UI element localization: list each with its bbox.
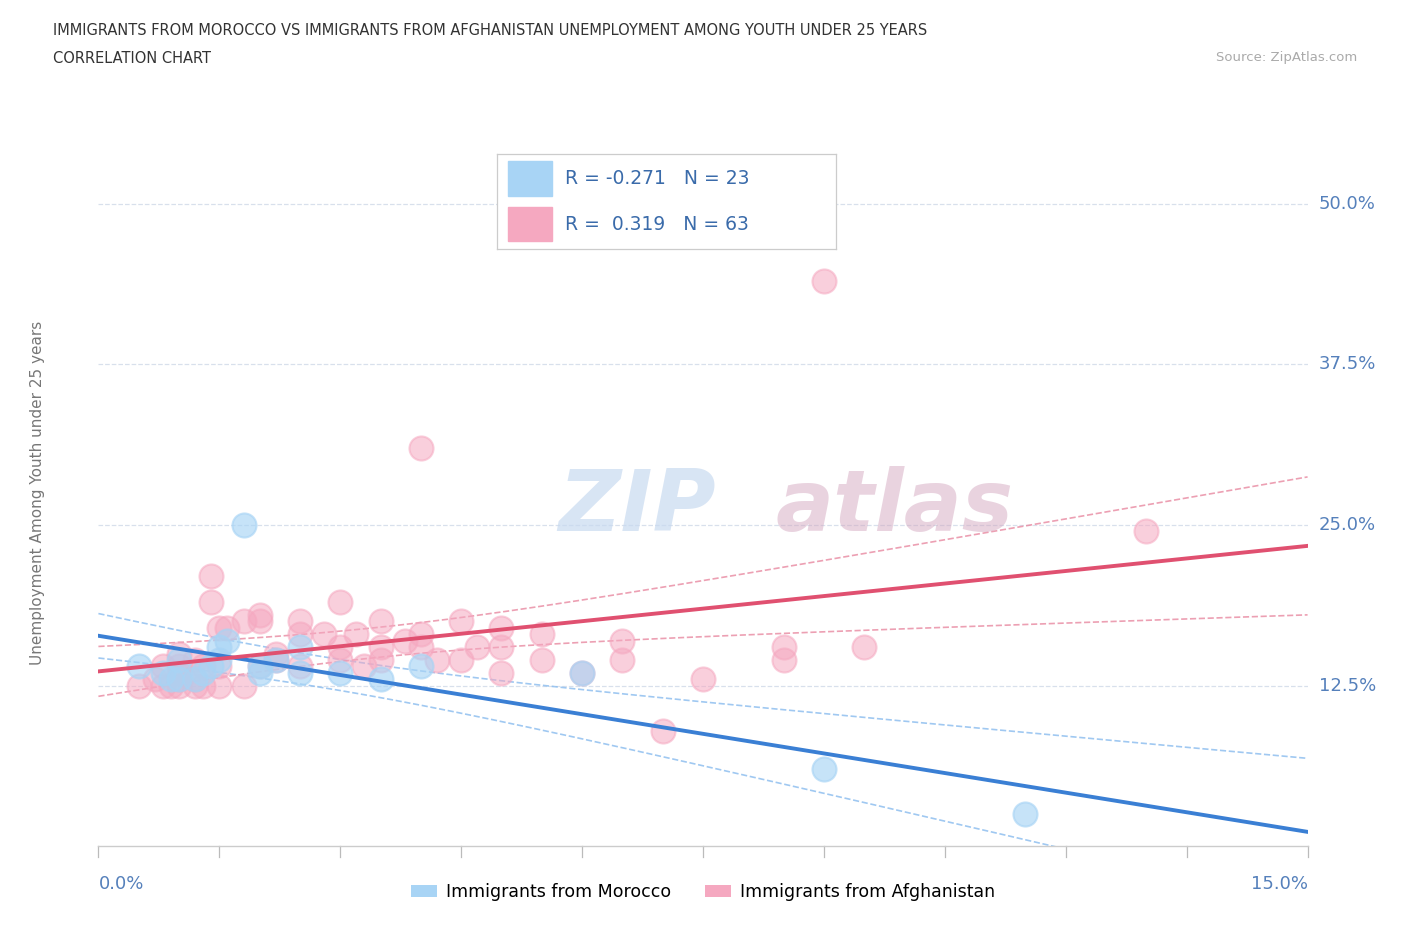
Point — [288, 659, 311, 674]
Point — [491, 665, 513, 680]
Point — [491, 640, 513, 655]
Point — [288, 627, 311, 642]
Text: IMMIGRANTS FROM MOROCCO VS IMMIGRANTS FROM AFGHANISTAN UNEMPLOYMENT AMONG YOUTH : IMMIGRANTS FROM MOROCCO VS IMMIGRANTS FR… — [53, 23, 928, 38]
Point — [612, 633, 634, 648]
Point — [409, 441, 432, 456]
Point — [208, 640, 231, 655]
Point — [288, 614, 311, 629]
Point — [353, 659, 375, 674]
Point — [1135, 524, 1157, 538]
Point — [200, 659, 222, 674]
Point — [167, 678, 190, 693]
Point — [249, 665, 271, 680]
Point — [409, 627, 432, 642]
Point — [264, 653, 287, 668]
Point — [772, 653, 794, 668]
Point — [264, 646, 287, 661]
Point — [128, 678, 150, 693]
Point — [394, 633, 416, 648]
Point — [167, 671, 190, 686]
Point — [314, 627, 336, 642]
Point — [1014, 806, 1036, 821]
Point — [370, 671, 392, 686]
Text: atlas: atlas — [776, 466, 1014, 549]
Point — [167, 646, 190, 661]
Point — [450, 653, 472, 668]
Point — [491, 620, 513, 635]
Point — [193, 665, 215, 680]
Point — [813, 762, 835, 777]
Point — [329, 665, 352, 680]
Text: ZIP: ZIP — [558, 466, 716, 549]
Text: 50.0%: 50.0% — [1319, 194, 1375, 213]
Point — [152, 659, 174, 674]
Point — [184, 653, 207, 668]
Text: Source: ZipAtlas.com: Source: ZipAtlas.com — [1216, 51, 1357, 64]
Point — [853, 640, 876, 655]
Legend: Immigrants from Morocco, Immigrants from Afghanistan: Immigrants from Morocco, Immigrants from… — [404, 876, 1002, 909]
Text: 15.0%: 15.0% — [1250, 874, 1308, 893]
Point — [571, 665, 593, 680]
Point — [217, 620, 239, 635]
Point — [426, 653, 449, 668]
Point — [200, 594, 222, 609]
Text: Unemployment Among Youth under 25 years: Unemployment Among Youth under 25 years — [31, 321, 45, 665]
Point — [571, 665, 593, 680]
Point — [184, 671, 207, 686]
Point — [184, 678, 207, 693]
Point — [143, 671, 166, 686]
Point — [160, 671, 183, 686]
Point — [249, 659, 271, 674]
Point — [409, 659, 432, 674]
Point — [329, 594, 352, 609]
Point — [208, 678, 231, 693]
Point — [193, 678, 215, 693]
Point — [208, 620, 231, 635]
Point — [344, 627, 367, 642]
Point — [772, 640, 794, 655]
Point — [288, 665, 311, 680]
Point — [232, 678, 254, 693]
Point — [217, 633, 239, 648]
Point — [249, 614, 271, 629]
Point — [530, 653, 553, 668]
Point — [193, 659, 215, 674]
Point — [465, 640, 488, 655]
Point — [160, 678, 183, 693]
Point — [450, 614, 472, 629]
Point — [167, 653, 190, 668]
Point — [329, 640, 352, 655]
Point — [184, 671, 207, 686]
Point — [612, 653, 634, 668]
Text: 0.0%: 0.0% — [98, 874, 143, 893]
Point — [370, 640, 392, 655]
Point — [200, 569, 222, 584]
Point — [530, 627, 553, 642]
Point — [232, 518, 254, 533]
Point — [128, 659, 150, 674]
Point — [264, 653, 287, 668]
Point — [329, 653, 352, 668]
Text: 12.5%: 12.5% — [1319, 677, 1376, 695]
Text: 37.5%: 37.5% — [1319, 355, 1376, 373]
Point — [152, 678, 174, 693]
Point — [152, 665, 174, 680]
Point — [813, 273, 835, 288]
Point — [232, 614, 254, 629]
Text: CORRELATION CHART: CORRELATION CHART — [53, 51, 211, 66]
Point — [208, 653, 231, 668]
Point — [167, 665, 190, 680]
Point — [249, 659, 271, 674]
Point — [167, 659, 190, 674]
Point — [208, 659, 231, 674]
Point — [409, 640, 432, 655]
Point — [167, 671, 190, 686]
Point — [370, 614, 392, 629]
Point — [692, 671, 714, 686]
Point — [370, 653, 392, 668]
Point — [288, 640, 311, 655]
Text: 25.0%: 25.0% — [1319, 516, 1376, 534]
Point — [249, 607, 271, 622]
Point — [651, 724, 673, 738]
